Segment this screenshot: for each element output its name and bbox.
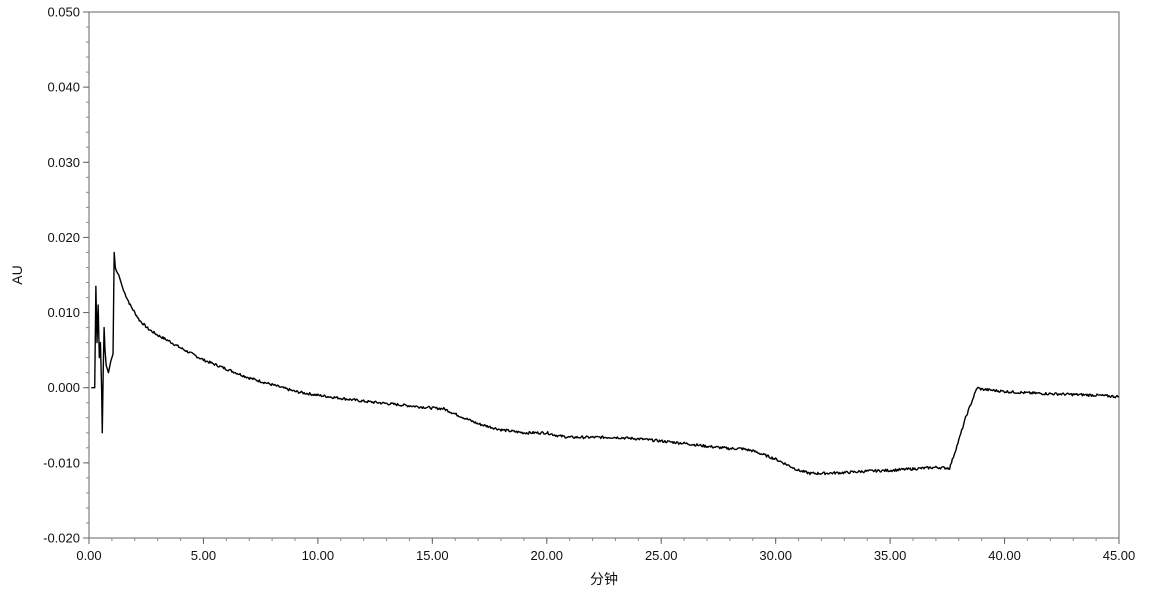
- x-axis-title: 分钟: [590, 571, 618, 587]
- x-tick-label: 5.00: [191, 548, 216, 563]
- x-tick-label: 0.00: [76, 548, 101, 563]
- x-axis-ticks: 0.00 5.00 10.00 15.00 20.00 25.00 30.00 35.00 40…: [76, 538, 1135, 563]
- x-tick-label: 45.00: [1103, 548, 1136, 563]
- x-tick-label: 10.00: [302, 548, 335, 563]
- x-tick-label: 40.00: [988, 548, 1021, 563]
- series-line: [91, 251, 1120, 476]
- x-tick-label: 20.00: [531, 548, 564, 563]
- x-tick-label: 35.00: [874, 548, 907, 563]
- y-tick-label: 0.040: [47, 80, 80, 95]
- y-axis-ticks: -0.020 -0.010 0.000 0.010 0.020 0.030 0.040 0.0…: [43, 5, 89, 546]
- y-tick-label: 0.010: [47, 305, 80, 320]
- x-tick-label: 25.00: [645, 548, 678, 563]
- y-tick-label: 0.030: [47, 155, 80, 170]
- y-tick-label: -0.020: [43, 531, 80, 546]
- minor-ticks: [86, 11, 1120, 541]
- x-tick-label: 15.00: [416, 548, 449, 563]
- plot-frame: [88, 11, 1120, 539]
- y-tick-label: 0.050: [47, 5, 80, 20]
- y-tick-label: 0.020: [47, 230, 80, 245]
- y-axis-title: AU: [9, 265, 25, 284]
- y-tick-label: -0.010: [43, 455, 80, 470]
- y-tick-label: 0.000: [47, 380, 80, 395]
- x-tick-label: 30.00: [759, 548, 792, 563]
